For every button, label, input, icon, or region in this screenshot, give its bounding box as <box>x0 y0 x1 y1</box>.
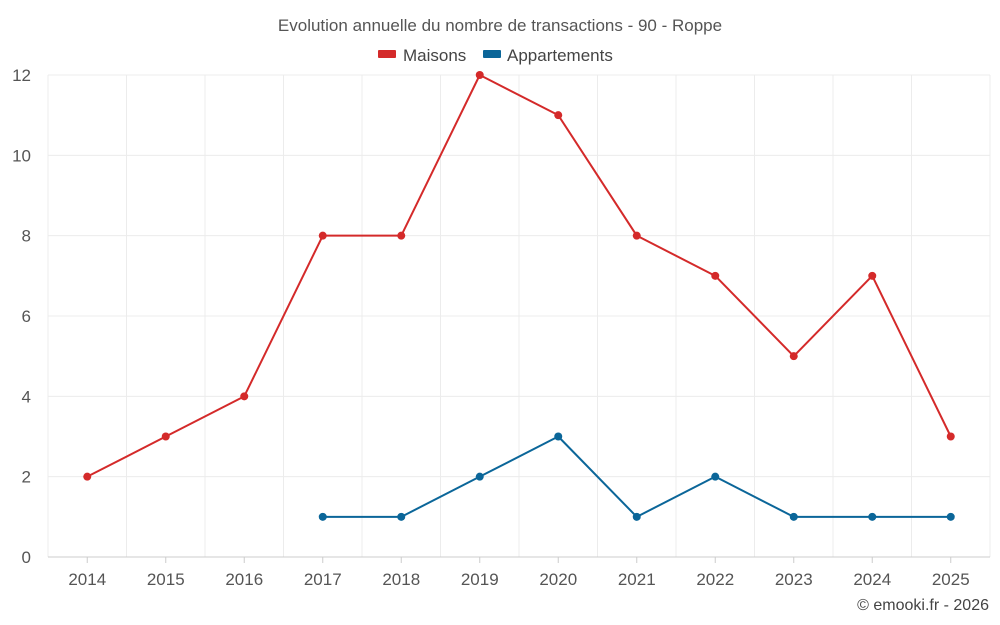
y-tick-label: 6 <box>22 307 31 326</box>
y-tick-label: 8 <box>22 227 31 246</box>
x-tick-label: 2017 <box>304 570 342 589</box>
credit-text: © emooki.fr - 2026 <box>857 597 989 614</box>
x-tick-label: 2015 <box>147 570 185 589</box>
y-tick-label: 10 <box>12 146 31 165</box>
legend: Maisons Appartements <box>378 46 613 65</box>
y-tick-label: 2 <box>22 468 31 487</box>
data-point-appartements[interactable] <box>475 472 484 481</box>
x-tick-label: 2022 <box>696 570 734 589</box>
data-point-appartements[interactable] <box>946 512 955 521</box>
data-point-appartements[interactable] <box>397 512 406 521</box>
data-point-maisons[interactable] <box>632 231 641 240</box>
x-tick-label: 2025 <box>932 570 970 589</box>
legend-label-maisons[interactable]: Maisons <box>403 46 466 65</box>
data-point-appartements[interactable] <box>789 512 798 521</box>
legend-swatch-maisons <box>378 50 396 58</box>
y-tick-label: 12 <box>12 66 31 85</box>
data-point-appartements[interactable] <box>868 512 877 521</box>
x-tick-label: 2019 <box>461 570 499 589</box>
data-point-maisons[interactable] <box>946 432 955 441</box>
axis-layer: 0 2 4 6 8 10 12 2014 2015 2016 2017 2018 2019 2020 202… <box>12 66 990 589</box>
series-line-maisons <box>86 74 952 478</box>
data-point-appartements[interactable] <box>318 512 327 521</box>
data-point-maisons[interactable] <box>789 352 798 361</box>
x-tick-label: 2024 <box>853 570 891 589</box>
data-point-maisons[interactable] <box>397 231 406 240</box>
x-tick-label: 2023 <box>775 570 813 589</box>
series-layer <box>83 71 955 521</box>
x-tick-label: 2020 <box>539 570 577 589</box>
x-tick-label: 2016 <box>225 570 263 589</box>
x-tick-label: 2014 <box>68 570 106 589</box>
data-point-maisons[interactable] <box>83 472 92 481</box>
data-point-maisons[interactable] <box>475 71 484 79</box>
x-tick-label: 2018 <box>382 570 420 589</box>
data-point-appartements[interactable] <box>554 432 563 441</box>
legend-swatch-appartements <box>483 50 501 58</box>
data-point-maisons[interactable] <box>318 231 327 240</box>
data-point-maisons[interactable] <box>711 271 720 280</box>
y-tick-label: 0 <box>22 548 31 567</box>
chart-title: Evolution annuelle du nombre de transact… <box>278 16 722 35</box>
data-point-maisons[interactable] <box>554 111 563 120</box>
data-point-maisons[interactable] <box>240 392 249 401</box>
legend-label-appartements[interactable]: Appartements <box>507 46 613 65</box>
data-point-maisons[interactable] <box>161 432 170 441</box>
data-point-appartements[interactable] <box>711 472 720 481</box>
x-tick-label: 2021 <box>618 570 656 589</box>
grid-layer <box>47 74 991 557</box>
y-tick-label: 4 <box>22 387 31 406</box>
data-point-appartements[interactable] <box>632 512 641 521</box>
data-point-maisons[interactable] <box>868 271 877 280</box>
